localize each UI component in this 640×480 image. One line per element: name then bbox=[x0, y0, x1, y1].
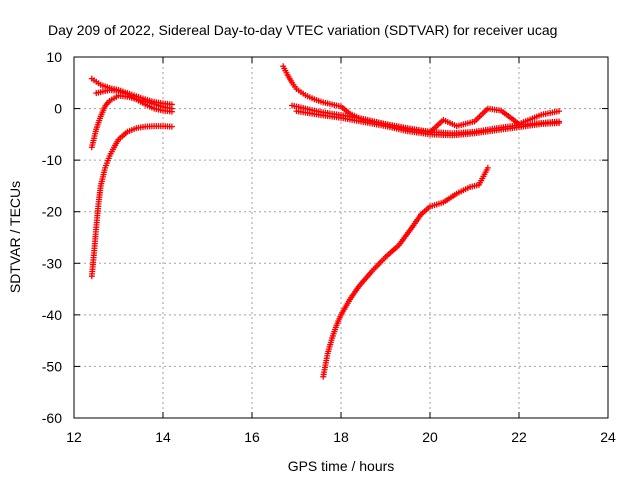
data-point-marker bbox=[168, 123, 175, 130]
y-tick-label: -40 bbox=[42, 307, 62, 323]
series-arc-3 bbox=[88, 92, 175, 151]
x-axis-label: GPS time / hours bbox=[288, 458, 395, 474]
series-arc-8 bbox=[320, 164, 491, 380]
x-tick-label: 12 bbox=[66, 429, 82, 445]
axis-ticks bbox=[73, 56, 609, 419]
series-arc-7 bbox=[293, 108, 563, 139]
x-tick-label: 24 bbox=[600, 429, 616, 445]
y-tick-label: 0 bbox=[54, 101, 62, 117]
chart-title: Day 209 of 2022, Sidereal Day-to-day VTE… bbox=[48, 22, 557, 38]
data-point-marker bbox=[168, 105, 175, 112]
data-point-marker bbox=[484, 164, 491, 171]
data-points bbox=[88, 63, 563, 380]
y-tick-label: -50 bbox=[42, 358, 62, 374]
x-tick-label: 16 bbox=[244, 429, 260, 445]
tick-labels: 12 14 16 18 20 22 24 10 0 -10 -20 -30 -40 -50 -60 bbox=[42, 49, 616, 445]
x-tick-label: 14 bbox=[155, 429, 171, 445]
series-arc-4 bbox=[88, 123, 175, 280]
y-tick-label: -20 bbox=[42, 204, 62, 220]
series-arc-5 bbox=[280, 63, 563, 137]
y-axis-label: SDTVAR / TECUs bbox=[7, 181, 23, 293]
y-tick-label: -60 bbox=[42, 410, 62, 426]
y-tick-label: -30 bbox=[42, 255, 62, 271]
x-tick-label: 22 bbox=[511, 429, 527, 445]
x-tick-label: 18 bbox=[333, 429, 349, 445]
data-point-marker bbox=[556, 120, 563, 127]
y-tick-label: -10 bbox=[42, 152, 62, 168]
data-point-marker bbox=[556, 108, 563, 115]
x-tick-label: 20 bbox=[422, 429, 438, 445]
y-tick-label: 10 bbox=[46, 49, 62, 65]
